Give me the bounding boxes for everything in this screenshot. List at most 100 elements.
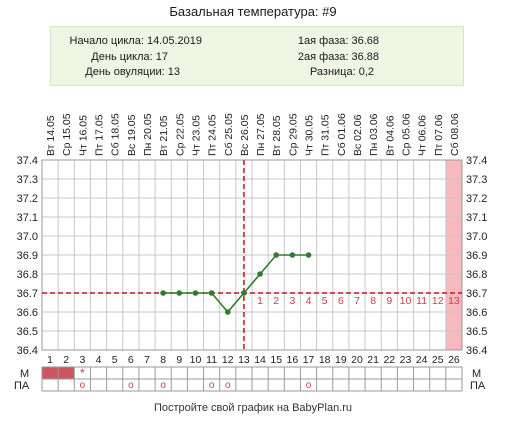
date-label: Чт 06.06 [417, 115, 429, 156]
day-number: 10 [190, 354, 202, 366]
temperature-point [160, 290, 166, 296]
phase-day-number: 10 [400, 295, 412, 307]
day-number: 8 [160, 354, 166, 366]
date-label: Ср 15.05 [61, 113, 73, 156]
y-tick-label-right: 37.2 [466, 193, 487, 205]
date-label: Чт 16.05 [77, 115, 89, 156]
y-tick-label-left: 36.6 [17, 307, 38, 319]
temperature-point [273, 252, 280, 258]
date-label: Сб 08.06 [449, 113, 461, 156]
date-label: Пн 20.05 [142, 113, 154, 156]
temperature-point [289, 252, 296, 258]
day-number: 22 [383, 354, 395, 366]
phase-day-number: 1 [257, 295, 263, 307]
cycle-info-panel [50, 26, 464, 86]
day-number: 3 [79, 354, 85, 366]
day-number: 25 [432, 354, 444, 366]
y-tick-label-right: 36.5 [466, 326, 487, 338]
date-label: Пт 07.06 [433, 114, 445, 156]
day-number: 20 [351, 354, 363, 366]
menstruation-cell [42, 367, 59, 379]
date-label: Вт 14.05 [45, 115, 57, 156]
day-number: 12 [222, 354, 234, 366]
day-number: 14 [254, 354, 266, 366]
day-number: 7 [144, 354, 150, 366]
pa-mark: o [306, 380, 312, 391]
y-tick-label-right: 37.0 [466, 231, 487, 243]
difference-label: Разница: 0,2 [309, 66, 374, 78]
day-number: 6 [128, 354, 134, 366]
chart-title: Базальная температура: #9 [169, 4, 337, 19]
y-tick-label-right: 36.9 [466, 250, 487, 262]
day-number: 4 [96, 354, 102, 366]
pa-mark: o [160, 380, 166, 391]
temperature-point [192, 290, 199, 296]
y-tick-label-right: 37.4 [466, 155, 487, 167]
pa-mark: o [128, 380, 134, 391]
date-label: Вт 28.05 [271, 115, 283, 156]
phase-day-number: 2 [273, 295, 279, 307]
plot-frame [41, 159, 463, 351]
date-label: Чт 30.05 [304, 115, 316, 156]
cycle-start-label: Начало цикла: 14.05.2019 [69, 35, 202, 47]
day-number: 1 [47, 354, 53, 366]
date-label: Вс 19.05 [126, 114, 138, 156]
date-label: Вт 04.06 [384, 115, 396, 156]
y-tick-label-left: 36.7 [17, 288, 38, 300]
phase-day-number: 7 [354, 295, 360, 307]
day-number: 2 [63, 354, 69, 366]
y-tick-label-right: 37.3 [466, 174, 487, 186]
date-label: Пт 17.05 [94, 114, 106, 156]
day-number: 24 [416, 354, 428, 366]
date-label: Пн 27.05 [255, 113, 267, 156]
date-label: Ср 29.05 [287, 113, 299, 156]
day-number: 5 [112, 354, 118, 366]
date-label: Чт 23.05 [190, 115, 202, 156]
y-tick-label-left: 37.0 [17, 231, 38, 243]
y-tick-label-left: 37.4 [17, 155, 38, 167]
phase-day-number: 5 [322, 295, 328, 307]
phase-day-number: 6 [338, 295, 344, 307]
day-number: 13 [238, 354, 250, 366]
phase-day-number: 8 [370, 295, 376, 307]
phase2-label: 2ая фаза: 36.88 [297, 51, 379, 63]
day-number: 23 [400, 354, 412, 366]
y-tick-label-left: 37.1 [17, 212, 38, 224]
phase-day-number: 12 [432, 295, 444, 307]
pa-mark: o [225, 380, 231, 391]
day-number: 16 [287, 354, 299, 366]
cycle-day-label: День цикла: 17 [91, 51, 168, 63]
date-label: Вс 02.06 [352, 114, 364, 156]
day-number: 15 [270, 354, 282, 366]
y-tick-label-right: 37.1 [466, 212, 487, 224]
y-tick-label-right: 36.7 [466, 288, 487, 300]
date-label: Вс 26.05 [239, 114, 251, 156]
day-number: 26 [448, 354, 460, 366]
phase-day-number: 3 [289, 295, 295, 307]
temperature-point [208, 290, 215, 296]
y-tick-label-left: 36.4 [17, 345, 38, 357]
date-label: Ср 05.06 [400, 113, 412, 156]
m-row-label-right: М [472, 368, 481, 380]
pa-row-label-right: ПА [470, 380, 486, 392]
y-tick-label-left: 37.2 [17, 193, 38, 205]
phase-day-number: 11 [416, 295, 427, 307]
temperature-point [241, 290, 247, 296]
temperature-point [257, 271, 263, 277]
y-tick-label-right: 36.4 [466, 345, 487, 357]
m-star-mark: * [80, 366, 85, 380]
footer-link[interactable]: Постройте свой график на BabyPlan.ru [153, 402, 353, 414]
ovulation-day-label: День овуляции: 13 [85, 66, 180, 78]
temperature-line [163, 254, 309, 314]
date-label: Ср 22.05 [174, 113, 186, 156]
day-number: 17 [303, 354, 315, 366]
pa-mark: o [209, 380, 215, 391]
pa-row-label: ПА [14, 380, 30, 392]
date-label: Сб 25.05 [223, 113, 235, 156]
temperature-point [305, 252, 312, 258]
date-label: Пт 24.05 [207, 114, 219, 156]
m-row-label: М [20, 368, 29, 380]
temperature-point [176, 290, 183, 296]
